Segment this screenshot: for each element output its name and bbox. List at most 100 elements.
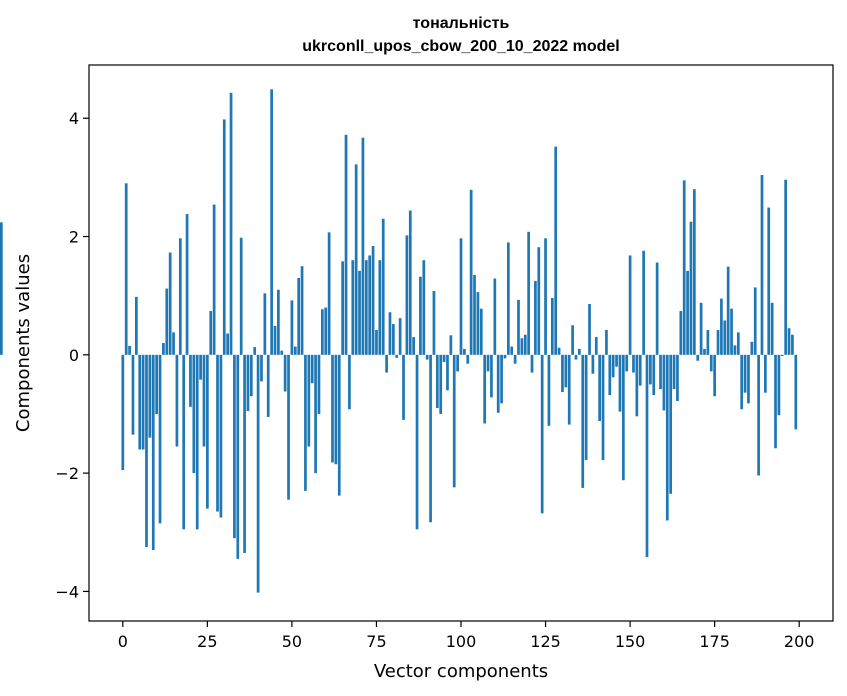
bar bbox=[486, 354, 490, 372]
bar bbox=[246, 354, 250, 412]
bar bbox=[300, 266, 304, 355]
bar bbox=[550, 298, 554, 355]
bar bbox=[483, 354, 487, 424]
bar bbox=[679, 311, 683, 355]
bar bbox=[327, 232, 331, 355]
y-tick-label: −2 bbox=[55, 464, 79, 483]
bar bbox=[405, 235, 409, 355]
y-tick-label: −4 bbox=[55, 582, 79, 601]
bar bbox=[716, 329, 720, 355]
x-tick-label: 50 bbox=[282, 632, 302, 651]
bar bbox=[124, 183, 128, 355]
bar bbox=[202, 354, 206, 447]
bar bbox=[297, 277, 301, 355]
bar bbox=[760, 175, 764, 355]
bar bbox=[611, 354, 615, 378]
bar bbox=[290, 300, 294, 355]
bar bbox=[598, 354, 602, 422]
bar bbox=[787, 328, 791, 355]
bar bbox=[655, 262, 659, 355]
bar bbox=[618, 354, 622, 412]
bar bbox=[581, 354, 585, 488]
bar bbox=[736, 332, 740, 355]
bar bbox=[219, 354, 223, 518]
x-tick-label: 25 bbox=[197, 632, 217, 651]
y-tick-label: 2 bbox=[69, 228, 79, 247]
bar bbox=[740, 354, 744, 410]
bar bbox=[429, 354, 432, 523]
bar bbox=[331, 354, 334, 463]
bar bbox=[358, 270, 361, 355]
bar bbox=[415, 354, 419, 530]
bar bbox=[557, 347, 561, 355]
bar bbox=[293, 346, 297, 355]
bar bbox=[368, 255, 372, 355]
bar bbox=[757, 354, 760, 476]
bar bbox=[172, 332, 175, 355]
x-tick-label: 150 bbox=[615, 632, 646, 651]
bar bbox=[747, 354, 750, 404]
bar bbox=[547, 354, 551, 426]
bar bbox=[239, 237, 243, 355]
bar bbox=[317, 354, 321, 414]
bar bbox=[310, 354, 314, 384]
bar bbox=[564, 354, 568, 388]
bar bbox=[554, 146, 558, 355]
bar bbox=[506, 242, 510, 355]
bar bbox=[344, 134, 348, 355]
bar bbox=[435, 354, 439, 409]
bar bbox=[151, 354, 155, 551]
bar bbox=[567, 354, 571, 425]
bar bbox=[385, 354, 388, 373]
bar bbox=[625, 354, 629, 372]
bar bbox=[185, 214, 189, 355]
bar bbox=[209, 311, 213, 355]
bar bbox=[364, 260, 368, 355]
bar bbox=[422, 260, 426, 355]
bar bbox=[638, 354, 642, 386]
bar bbox=[733, 345, 737, 355]
bar bbox=[530, 354, 534, 373]
bar bbox=[277, 289, 280, 355]
bar bbox=[348, 354, 351, 410]
bar bbox=[669, 354, 673, 494]
x-tick-label: 0 bbox=[118, 632, 128, 651]
bar bbox=[229, 92, 233, 355]
bar bbox=[784, 179, 788, 355]
bar bbox=[608, 354, 612, 396]
bar bbox=[266, 354, 270, 417]
bar bbox=[621, 354, 625, 481]
bar bbox=[523, 334, 527, 355]
x-tick-label: 75 bbox=[366, 632, 386, 651]
bar bbox=[682, 180, 686, 355]
bar bbox=[182, 354, 186, 530]
bar bbox=[145, 354, 148, 548]
bar bbox=[743, 354, 747, 393]
bar bbox=[689, 221, 693, 355]
x-axis-label: Vector components bbox=[374, 661, 548, 682]
bar bbox=[341, 261, 344, 355]
bar bbox=[605, 329, 608, 355]
bar bbox=[449, 335, 453, 355]
bar bbox=[304, 354, 307, 491]
bar bbox=[594, 337, 598, 355]
bar bbox=[649, 354, 652, 385]
bar bbox=[490, 354, 493, 398]
bar bbox=[314, 354, 317, 474]
bar bbox=[334, 354, 338, 465]
bar bbox=[713, 354, 716, 397]
bar bbox=[378, 260, 382, 355]
bar bbox=[446, 354, 449, 391]
x-tick-label: 100 bbox=[446, 632, 477, 651]
bar bbox=[520, 338, 524, 355]
bar bbox=[148, 354, 152, 438]
bar bbox=[794, 354, 798, 430]
bar bbox=[249, 354, 253, 397]
bar bbox=[635, 354, 639, 417]
bar bbox=[392, 324, 395, 355]
bar bbox=[466, 354, 470, 364]
x-axis-ticks: 0 25 50 75 100 125 150 175 200 bbox=[118, 621, 814, 651]
bar bbox=[192, 354, 196, 474]
bar bbox=[253, 347, 257, 355]
